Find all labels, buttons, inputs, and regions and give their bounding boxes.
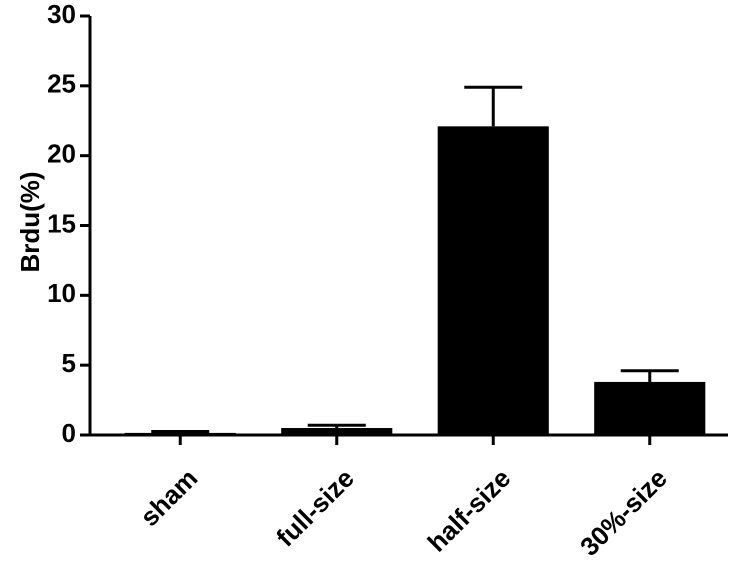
y-tick-label: 30 <box>47 0 76 29</box>
bar <box>437 126 549 435</box>
y-tick-label: 25 <box>47 69 76 99</box>
y-tick-label: 5 <box>62 348 76 378</box>
x-tick-label: 30%-size <box>574 463 673 562</box>
y-axis-label: Brdu(%) <box>15 171 45 272</box>
x-tick-label: full-size <box>270 463 360 553</box>
bar <box>124 432 236 435</box>
bar <box>594 381 706 435</box>
y-tick-label: 15 <box>47 208 76 238</box>
y-tick-label: 20 <box>47 139 76 169</box>
x-tick-label: half-size <box>422 463 517 558</box>
y-tick-label: 0 <box>62 418 76 448</box>
y-tick-label: 10 <box>47 278 76 308</box>
x-tick-label: sham <box>134 463 203 532</box>
bar <box>281 428 393 435</box>
